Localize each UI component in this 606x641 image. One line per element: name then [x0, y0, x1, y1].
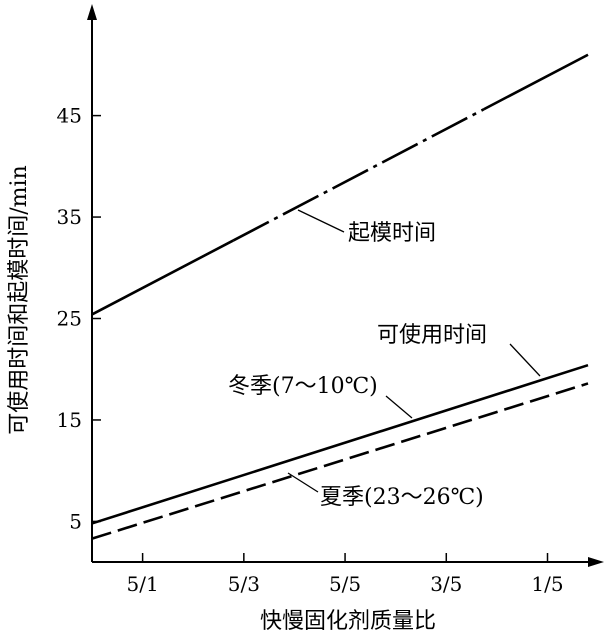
series-group	[91, 53, 589, 540]
x-tick-label: 3/5	[430, 572, 462, 596]
series-line-1	[91, 363, 589, 525]
y-tick-label: 5	[69, 509, 82, 533]
x-tick-label: 5/1	[127, 572, 159, 596]
annotation-leader-keshiyong	[509, 343, 541, 377]
x-axis-arrow	[588, 557, 604, 567]
annotation-leader-xiaji	[287, 472, 319, 493]
x-tick-label: 1/5	[531, 572, 563, 596]
y-axis-title: 可使用时间和起模时间/min	[7, 165, 32, 434]
series-line-0-solid-b	[483, 53, 589, 111]
x-tick-label: 5/5	[329, 572, 361, 596]
annotation-dongji: 冬季(7～10℃)	[228, 374, 378, 399]
y-tick-label: 45	[57, 104, 82, 128]
annotation-leader-dongji	[385, 395, 413, 419]
y-axis-arrow	[87, 4, 97, 20]
y-tick-label: 25	[57, 307, 82, 331]
x-axis-title: 快慢固化剂质量比	[260, 609, 436, 634]
x-tick-label: 5/3	[228, 572, 260, 596]
annotation-keshiyong: 可使用时间	[377, 323, 487, 348]
ticks: 5/1 5/3 5/5 3/5 1/5 5 15 25 35 45	[57, 104, 564, 596]
series-line-0-solid-a	[91, 239, 234, 316]
series-line-0-dashdot	[232, 108, 485, 242]
annotation-xiaji: 夏季(23～26℃)	[320, 485, 484, 510]
y-tick-label: 35	[57, 205, 82, 229]
annotation-qimo: 起模时间	[348, 221, 436, 246]
y-tick-label: 15	[57, 408, 82, 432]
annotation-leader-qimo	[297, 209, 345, 233]
axes	[87, 4, 604, 567]
series-line-2	[91, 382, 589, 540]
annotations: 起模时间 可使用时间 冬季(7～10℃) 夏季(23～26℃)	[228, 209, 541, 510]
